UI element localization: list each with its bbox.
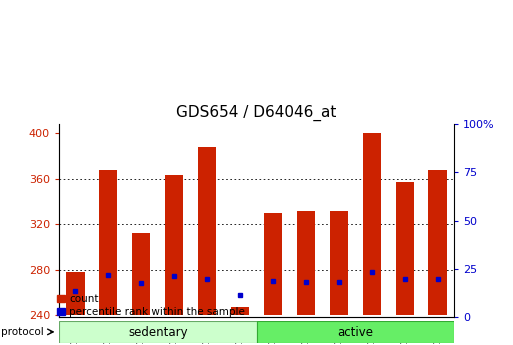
Text: active: active bbox=[337, 326, 373, 338]
Title: GDS654 / D64046_at: GDS654 / D64046_at bbox=[176, 105, 337, 121]
Bar bbox=[66, 272, 85, 315]
Bar bbox=[256, 321, 454, 343]
Bar bbox=[363, 133, 381, 315]
Bar bbox=[165, 175, 183, 315]
Text: protocol: protocol bbox=[1, 327, 43, 337]
Text: sedentary: sedentary bbox=[128, 326, 188, 338]
Bar bbox=[428, 170, 447, 315]
Bar bbox=[396, 182, 413, 315]
Bar bbox=[231, 307, 249, 315]
Bar bbox=[132, 233, 150, 315]
Legend: count, percentile rank within the sample: count, percentile rank within the sample bbox=[56, 294, 245, 317]
Bar bbox=[330, 210, 348, 315]
Bar bbox=[264, 213, 282, 315]
Bar bbox=[297, 210, 315, 315]
Bar bbox=[100, 170, 117, 315]
Bar bbox=[59, 321, 256, 343]
Bar bbox=[198, 147, 216, 315]
